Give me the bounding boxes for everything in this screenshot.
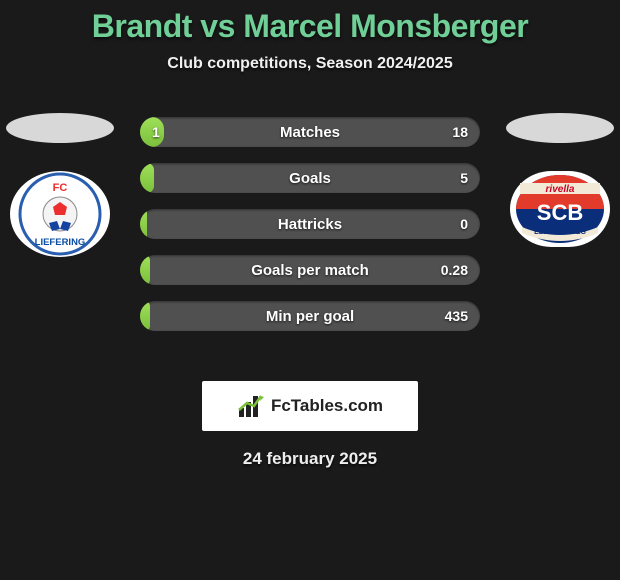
stat-label: Min per goal [140, 301, 480, 331]
right-logo-ribbon: ELLA SC BREG [534, 229, 586, 236]
stat-bar-fill [140, 209, 147, 239]
stat-bar: 1Matches18 [140, 117, 480, 147]
stat-bar-fill [140, 255, 150, 285]
stat-label: Goals [140, 163, 480, 193]
main-row: FC LIEFERING rivella SCB [0, 105, 620, 365]
subtitle: Club competitions, Season 2024/2025 [0, 55, 620, 73]
right-side: rivella SCB ELLA SC BREG [500, 105, 620, 247]
fc-liefering-logo-svg: FC LIEFERING [17, 171, 103, 257]
right-logo-center: SCB [537, 200, 583, 225]
stat-label: Goals per match [140, 255, 480, 285]
stat-right-value: 5 [460, 163, 468, 193]
stat-right-value: 435 [445, 301, 468, 331]
stat-label: Hattricks [140, 209, 480, 239]
stat-label: Matches [140, 117, 480, 147]
svg-text:FC: FC [53, 182, 68, 194]
stat-bar: Hattricks0 [140, 209, 480, 239]
comparison-card: Brandt vs Marcel Monsberger Club competi… [0, 0, 620, 580]
stat-bar: Min per goal435 [140, 301, 480, 331]
stat-bar: Goals5 [140, 163, 480, 193]
stat-bar: Goals per match0.28 [140, 255, 480, 285]
right-team-logo: rivella SCB ELLA SC BREG [510, 171, 610, 247]
left-ellipse [6, 113, 114, 143]
left-logo-label: LIEFERING [35, 237, 86, 248]
date-line: 24 february 2025 [0, 449, 620, 469]
bars-icon [237, 393, 265, 419]
stat-right-value: 0.28 [441, 255, 468, 285]
stat-bar-fill [140, 117, 164, 147]
left-team-logo: FC LIEFERING [10, 171, 110, 257]
stat-bar-fill [140, 301, 150, 331]
sc-bregenz-logo-svg: rivella SCB ELLA SC BREG [514, 173, 606, 245]
stat-bar-fill [140, 163, 154, 193]
attribution-text: FcTables.com [271, 396, 383, 416]
right-logo-band: rivella [546, 184, 575, 195]
stat-right-value: 18 [452, 117, 468, 147]
stat-right-value: 0 [460, 209, 468, 239]
stat-bars: 1Matches18 Goals5 Hattricks0 Goals per matc… [140, 117, 480, 347]
left-side: FC LIEFERING [0, 105, 120, 257]
page-title: Brandt vs Marcel Monsberger [0, 8, 620, 45]
attribution-box: FcTables.com [202, 381, 418, 431]
right-ellipse [506, 113, 614, 143]
